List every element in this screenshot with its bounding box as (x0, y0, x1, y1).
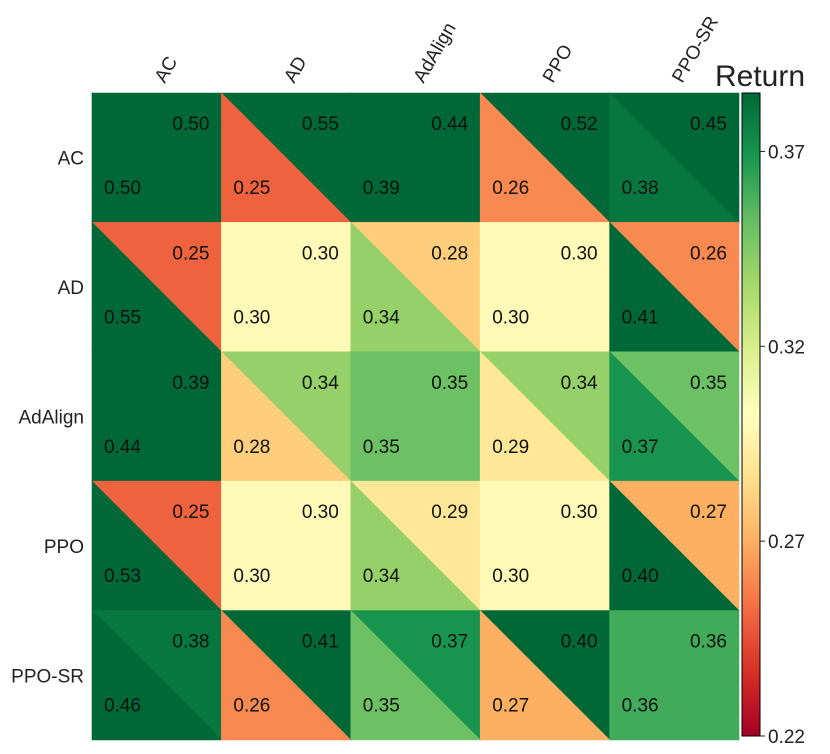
cell-value-upper: 0.37 (431, 632, 468, 653)
cell-value-upper: 0.30 (561, 243, 598, 264)
colorbar-tick-label: 0.27 (768, 532, 805, 553)
cell-value-lower: 0.30 (233, 307, 270, 328)
column-tick-labels: AC AD AdAlign PPO PPO-SR (151, 13, 723, 87)
cell-lower-triangle (609, 609, 740, 741)
cell-value-lower: 0.30 (492, 566, 529, 587)
cell-value-lower: 0.30 (233, 566, 270, 587)
colorbar-tick-label: 0.32 (768, 337, 805, 358)
cell-value-lower: 0.38 (622, 178, 659, 199)
cell-value-upper: 0.27 (690, 502, 727, 523)
cell-value-lower: 0.25 (233, 178, 270, 199)
cell-value-upper: 0.29 (431, 502, 468, 523)
cell-value-lower: 0.35 (363, 437, 400, 458)
cell-value-upper: 0.35 (690, 373, 727, 394)
colorbar-title: Return (715, 60, 805, 93)
cell-value-lower: 0.28 (233, 437, 270, 458)
cell-value-upper: 0.39 (172, 373, 209, 394)
cell-value-lower: 0.34 (363, 566, 400, 587)
cell-value-lower: 0.27 (492, 696, 529, 717)
cell-value-upper: 0.30 (302, 243, 339, 264)
column-label: PPO (539, 41, 577, 86)
cell-value-lower: 0.26 (233, 696, 270, 717)
row-label: PPO-SR (11, 666, 84, 687)
cell-value-lower: 0.35 (363, 696, 400, 717)
colorbar-scale (741, 92, 761, 737)
cell-value-upper: 0.35 (431, 373, 468, 394)
column-label: AD (280, 53, 311, 86)
cell-value-upper: 0.30 (302, 502, 339, 523)
colorbar: Return 0.37 0.32 0.27 0.22 (715, 60, 805, 748)
cell-value-lower: 0.44 (104, 437, 141, 458)
colorbar-tick-label: 0.37 (768, 142, 805, 163)
cell-value-upper: 0.30 (561, 502, 598, 523)
cell-value-lower: 0.37 (622, 437, 659, 458)
cell-value-upper: 0.44 (431, 114, 468, 135)
cell-value-lower: 0.36 (622, 696, 659, 717)
cell-value-lower: 0.26 (492, 178, 529, 199)
cell-value-upper: 0.45 (690, 114, 727, 135)
column-label: AdAlign (410, 19, 461, 86)
row-label: AD (58, 278, 84, 299)
heatmap-value-labels: 0.50 0.50 0.55 0.25 0.44 0.39 0.52 0.26 0.45 0.38… (104, 114, 727, 717)
cell-lower-triangle (479, 609, 611, 741)
cell-value-lower: 0.53 (104, 566, 141, 587)
cell-value-upper: 0.40 (561, 632, 598, 653)
cell-value-lower: 0.29 (492, 437, 529, 458)
cell-value-upper: 0.52 (561, 114, 598, 135)
cell-value-upper: 0.25 (172, 502, 209, 523)
cell-value-upper: 0.38 (172, 632, 209, 653)
row-tick-labels: AC AD AdAlign PPO PPO-SR (11, 149, 84, 688)
row-label: AdAlign (19, 408, 85, 429)
cell-lower-triangle (350, 609, 481, 741)
cell-value-upper: 0.41 (302, 632, 339, 653)
colorbar-tick-label: 0.22 (768, 727, 805, 748)
cell-value-upper: 0.55 (302, 114, 339, 135)
heatmap-cells (91, 92, 740, 741)
cell-value-upper: 0.34 (561, 373, 598, 394)
cell-value-upper: 0.28 (431, 243, 468, 264)
cell-value-lower: 0.39 (363, 178, 400, 199)
cell-value-lower: 0.30 (492, 307, 529, 328)
cell-value-lower: 0.46 (104, 696, 141, 717)
cell-value-upper: 0.36 (690, 632, 727, 653)
cell-value-upper: 0.26 (690, 243, 727, 264)
cell-value-lower: 0.40 (622, 566, 659, 587)
cell-value-upper: 0.25 (172, 243, 209, 264)
cell-lower-triangle (221, 609, 352, 741)
column-label: AC (151, 53, 182, 86)
colorbar-ticks: 0.37 0.32 0.27 0.22 (760, 142, 805, 748)
cell-value-lower: 0.55 (104, 307, 141, 328)
row-label: AC (58, 149, 84, 170)
cell-value-lower: 0.50 (104, 178, 141, 199)
row-label: PPO (44, 537, 84, 558)
cell-value-lower: 0.41 (622, 307, 659, 328)
cell-value-lower: 0.34 (363, 307, 400, 328)
cell-value-upper: 0.34 (302, 373, 339, 394)
cell-value-upper: 0.50 (172, 114, 209, 135)
cell-lower-triangle (91, 609, 223, 741)
